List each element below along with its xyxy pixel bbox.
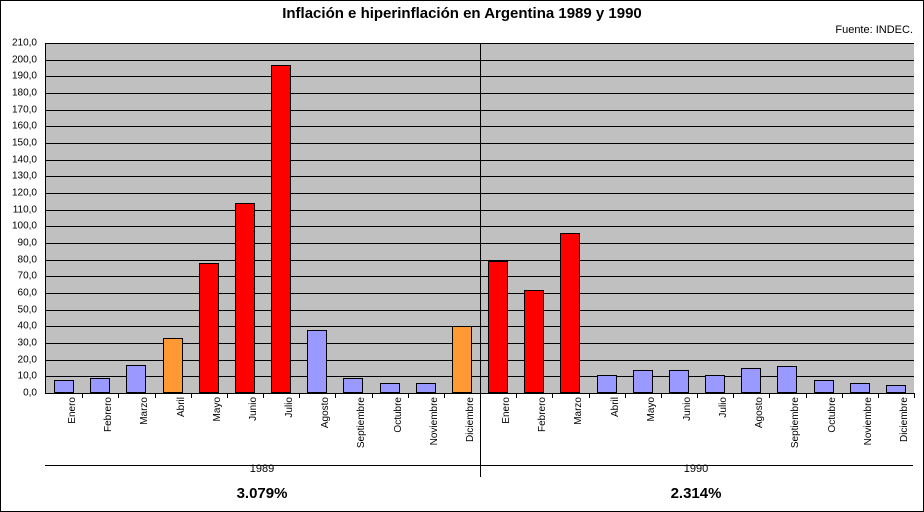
x-tick-label: Septiembre — [790, 397, 801, 461]
x-tick-label: Julio — [284, 397, 295, 461]
x-axis-labels: Enero Febrero Marzo Abril Mayo Junio Julio Agos… — [45, 397, 913, 467]
x-tick-label: Marzo — [139, 397, 150, 461]
y-tick-label: 80,0 — [0, 254, 37, 265]
bar — [850, 383, 870, 393]
x-tick-label: Diciembre — [899, 397, 910, 461]
bar — [416, 383, 436, 393]
y-tick-label: 130,0 — [0, 171, 37, 182]
y-tick-label: 70,0 — [0, 271, 37, 282]
bar — [777, 366, 797, 393]
x-tick — [914, 393, 915, 398]
group-labels: 1989 1990 — [45, 463, 913, 466]
y-tick-label: 90,0 — [0, 238, 37, 249]
bar — [886, 385, 906, 393]
y-tick-label: 160,0 — [0, 121, 37, 132]
x-tick-label: Mayo — [212, 397, 223, 461]
bar — [452, 326, 472, 393]
x-tick-label: Noviembre — [429, 397, 440, 461]
bar — [741, 368, 761, 393]
bar — [163, 338, 183, 393]
source-label: Fuente: INDEC. — [835, 24, 913, 36]
x-tick-label: Enero — [501, 397, 512, 461]
annual-1990: 2.314% — [636, 485, 756, 502]
group-label-1989: 1989 — [212, 463, 312, 475]
bar — [380, 383, 400, 393]
bar — [343, 378, 363, 393]
chart-title: Inflación e hiperinflación en Argentina … — [1, 5, 923, 22]
y-tick-label: 190,0 — [0, 71, 37, 82]
y-tick-label: 140,0 — [0, 154, 37, 165]
y-tick-label: 20,0 — [0, 354, 37, 365]
bar — [307, 330, 327, 393]
x-tick-label: Marzo — [573, 397, 584, 461]
x-tick-label: Febrero — [537, 397, 548, 461]
x-tick-label: Octubre — [393, 397, 404, 461]
x-tick-label: Junio — [248, 397, 259, 461]
y-tick-label: 120,0 — [0, 188, 37, 199]
y-tick-label: 40,0 — [0, 321, 37, 332]
bar — [669, 370, 689, 393]
x-tick-label: Abril — [176, 397, 187, 461]
x-tick-label: Mayo — [646, 397, 657, 461]
x-tick-label: Octubre — [827, 397, 838, 461]
x-tick-label: Julio — [718, 397, 729, 461]
y-tick-label: 0,0 — [0, 388, 37, 399]
x-tick-label: Diciembre — [465, 397, 476, 461]
bar — [90, 378, 110, 393]
bar — [271, 65, 291, 393]
y-axis-labels: 0,010,020,030,040,050,060,070,080,090,01… — [1, 43, 41, 393]
y-tick-label: 110,0 — [0, 204, 37, 215]
bar — [560, 233, 580, 393]
bar — [633, 370, 653, 393]
bar — [235, 203, 255, 393]
x-tick-label: Agosto — [320, 397, 331, 461]
x-tick-label: Enero — [67, 397, 78, 461]
chart-frame: Inflación e hiperinflación en Argentina … — [0, 0, 924, 512]
x-tick-label: Junio — [682, 397, 693, 461]
bar — [814, 380, 834, 393]
y-tick-label: 210,0 — [0, 38, 37, 49]
group-label-1990: 1990 — [646, 463, 746, 475]
y-tick-label: 180,0 — [0, 88, 37, 99]
bar — [488, 261, 508, 393]
y-tick-label: 200,0 — [0, 54, 37, 65]
y-tick-label: 150,0 — [0, 138, 37, 149]
bar — [126, 365, 146, 393]
x-tick-label: Septiembre — [356, 397, 367, 461]
y-tick-label: 30,0 — [0, 338, 37, 349]
y-tick-label: 10,0 — [0, 371, 37, 382]
y-tick-label: 170,0 — [0, 104, 37, 115]
plot-area — [45, 43, 914, 394]
x-tick-label: Abril — [610, 397, 621, 461]
bar — [705, 375, 725, 393]
bar — [597, 375, 617, 393]
x-tick-label: Febrero — [103, 397, 114, 461]
y-tick-label: 100,0 — [0, 221, 37, 232]
annual-1989: 3.079% — [202, 485, 322, 502]
bar — [54, 380, 74, 393]
bar — [199, 263, 219, 393]
y-tick-label: 50,0 — [0, 304, 37, 315]
x-tick-label: Noviembre — [863, 397, 874, 461]
y-tick-label: 60,0 — [0, 288, 37, 299]
bar — [524, 290, 544, 393]
x-tick-label: Agosto — [754, 397, 765, 461]
